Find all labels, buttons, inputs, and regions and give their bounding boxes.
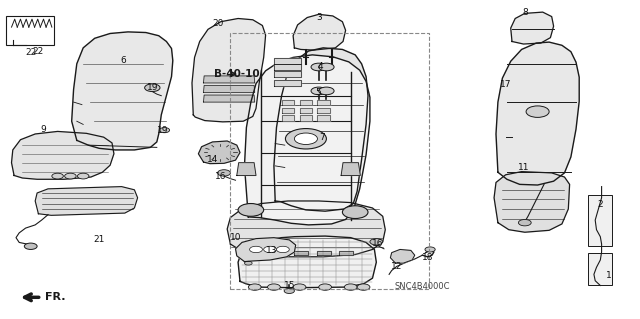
- Text: 15: 15: [284, 281, 296, 290]
- Text: 11: 11: [518, 163, 529, 172]
- Circle shape: [294, 133, 317, 145]
- Polygon shape: [494, 172, 570, 232]
- Text: 12: 12: [391, 262, 403, 271]
- Text: 19: 19: [157, 126, 169, 135]
- Polygon shape: [204, 85, 255, 93]
- Circle shape: [344, 284, 357, 290]
- Bar: [6, 16, 54, 45]
- Text: 13: 13: [266, 246, 278, 255]
- Circle shape: [526, 106, 549, 117]
- Circle shape: [311, 87, 326, 95]
- Circle shape: [319, 63, 334, 71]
- Circle shape: [145, 84, 160, 92]
- Circle shape: [276, 246, 289, 253]
- Circle shape: [65, 173, 76, 179]
- Polygon shape: [300, 115, 312, 121]
- Polygon shape: [204, 76, 255, 83]
- Polygon shape: [274, 48, 368, 211]
- Polygon shape: [317, 115, 330, 121]
- Polygon shape: [282, 100, 294, 105]
- Polygon shape: [317, 100, 330, 105]
- Polygon shape: [237, 163, 256, 175]
- Polygon shape: [204, 95, 255, 102]
- Polygon shape: [272, 251, 286, 255]
- Polygon shape: [300, 108, 312, 113]
- Polygon shape: [12, 131, 114, 179]
- Polygon shape: [282, 115, 294, 121]
- Bar: [230, 33, 429, 289]
- Circle shape: [293, 284, 306, 290]
- Circle shape: [268, 284, 280, 290]
- Polygon shape: [294, 251, 308, 255]
- Polygon shape: [274, 64, 301, 70]
- Circle shape: [238, 204, 264, 216]
- Text: 3: 3: [316, 13, 321, 22]
- Polygon shape: [35, 187, 138, 215]
- Circle shape: [218, 170, 230, 176]
- Polygon shape: [274, 80, 301, 86]
- Text: 22: 22: [25, 48, 36, 57]
- Circle shape: [425, 247, 435, 252]
- Circle shape: [284, 288, 294, 293]
- Text: 18: 18: [422, 253, 433, 262]
- Text: 6: 6: [121, 56, 126, 65]
- Circle shape: [248, 284, 261, 290]
- Circle shape: [52, 173, 63, 179]
- Text: 7: 7: [319, 133, 324, 142]
- Circle shape: [250, 246, 262, 253]
- Polygon shape: [511, 12, 554, 44]
- Circle shape: [159, 128, 170, 133]
- Circle shape: [518, 219, 531, 226]
- Text: 4: 4: [317, 63, 323, 71]
- Polygon shape: [227, 201, 385, 257]
- Text: 16: 16: [372, 239, 383, 248]
- Circle shape: [244, 261, 252, 265]
- Text: 17: 17: [500, 80, 511, 89]
- Text: 9: 9: [41, 125, 46, 134]
- Polygon shape: [339, 251, 353, 255]
- Circle shape: [319, 87, 334, 95]
- Polygon shape: [293, 14, 346, 50]
- Polygon shape: [274, 58, 301, 64]
- Text: 21: 21: [93, 235, 105, 244]
- Text: 16: 16: [215, 172, 227, 181]
- Circle shape: [285, 129, 326, 149]
- Text: 2: 2: [598, 200, 603, 209]
- Polygon shape: [317, 108, 330, 113]
- Polygon shape: [238, 236, 376, 288]
- Polygon shape: [496, 42, 579, 185]
- Text: 10: 10: [230, 233, 241, 242]
- Polygon shape: [317, 251, 331, 255]
- Polygon shape: [300, 100, 312, 105]
- Polygon shape: [244, 55, 370, 225]
- Polygon shape: [282, 108, 294, 113]
- Circle shape: [311, 63, 326, 71]
- Polygon shape: [236, 238, 296, 262]
- Text: FR.: FR.: [45, 292, 65, 302]
- Text: 14: 14: [207, 155, 219, 164]
- Text: 19: 19: [147, 83, 158, 92]
- Text: 5: 5: [316, 88, 321, 97]
- Text: 22: 22: [33, 47, 44, 56]
- Circle shape: [77, 173, 89, 179]
- Circle shape: [357, 284, 370, 290]
- Text: 1: 1: [607, 271, 612, 280]
- Circle shape: [342, 206, 368, 219]
- Text: 8: 8: [522, 8, 527, 17]
- Text: B-40-10: B-40-10: [214, 69, 260, 79]
- Circle shape: [370, 239, 383, 245]
- Bar: [588, 253, 612, 285]
- Polygon shape: [341, 163, 360, 175]
- Polygon shape: [274, 71, 301, 77]
- Bar: [588, 195, 612, 246]
- Text: SNC4B4000C: SNC4B4000C: [395, 282, 450, 291]
- Polygon shape: [72, 32, 173, 150]
- Circle shape: [264, 246, 276, 253]
- Text: 20: 20: [212, 19, 223, 28]
- Polygon shape: [192, 19, 266, 122]
- Polygon shape: [198, 141, 240, 164]
- Polygon shape: [390, 249, 415, 263]
- Circle shape: [319, 284, 332, 290]
- Circle shape: [24, 243, 37, 249]
